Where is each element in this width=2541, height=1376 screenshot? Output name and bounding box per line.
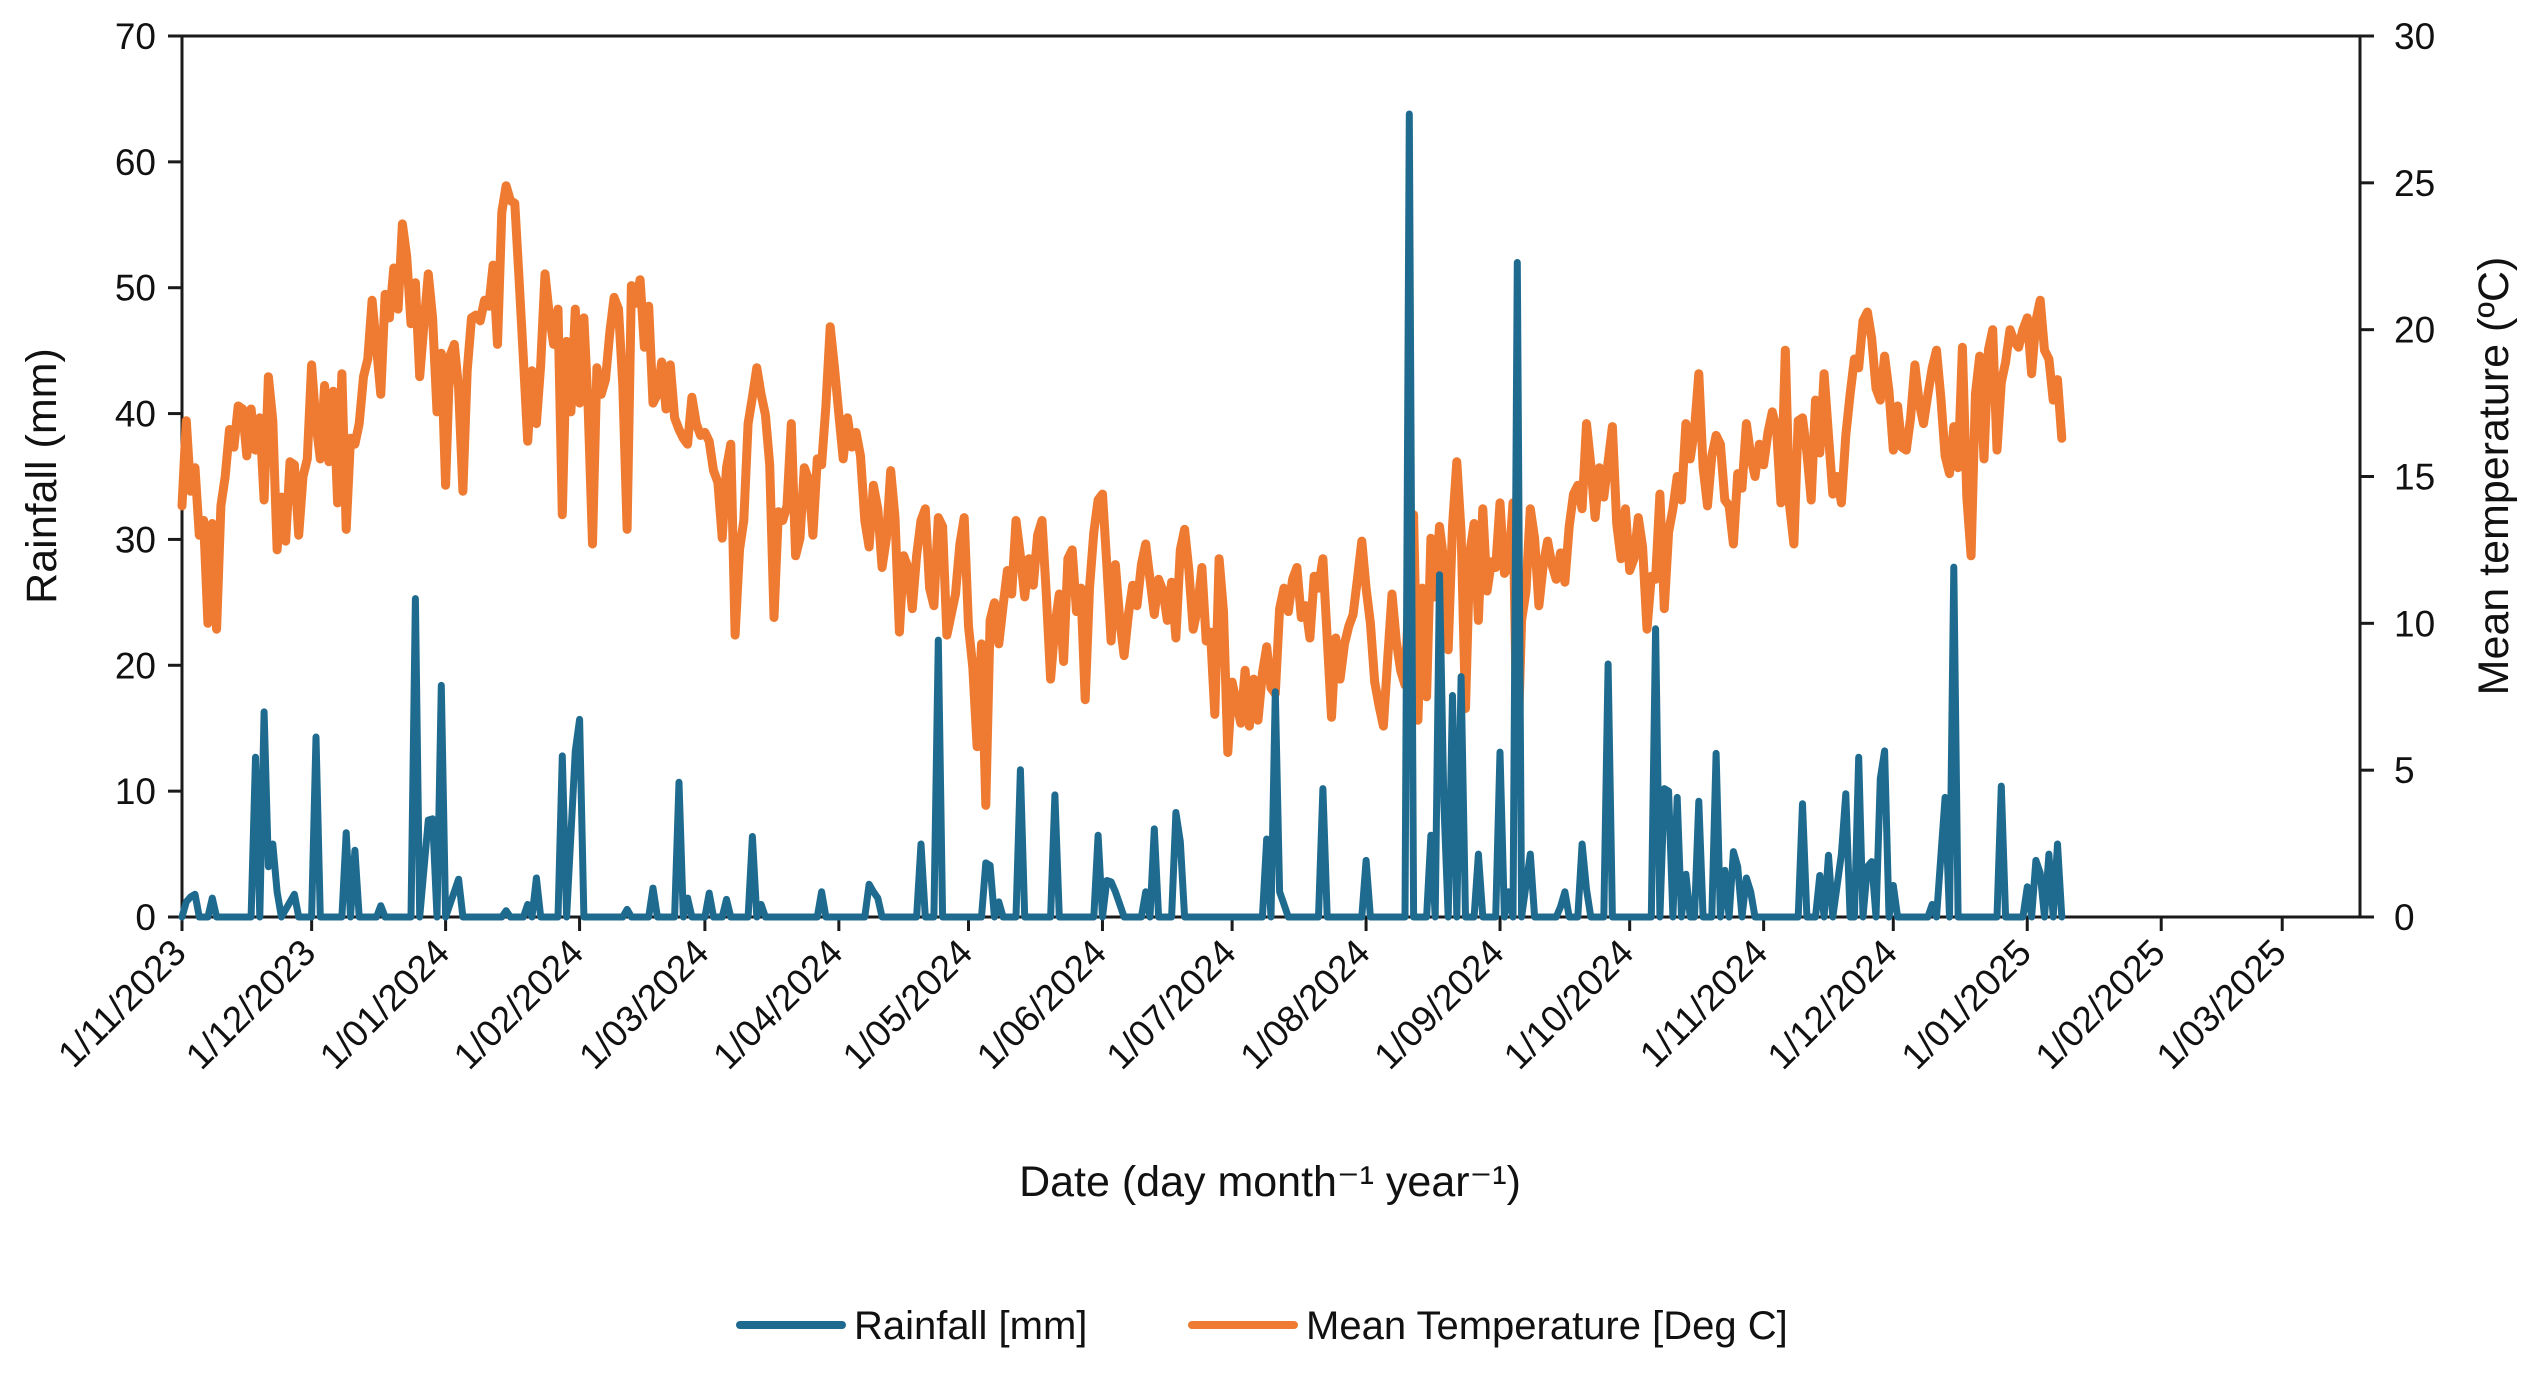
x-tick-label: 1/12/2023 — [178, 932, 323, 1077]
x-tick-label: 1/07/2024 — [1098, 932, 1243, 1077]
y2-tick-label: 15 — [2394, 457, 2435, 498]
y2-axis-title: Mean temperature (ºC) — [2470, 257, 2518, 696]
x-tick-label: 1/06/2024 — [969, 932, 1114, 1077]
series-line-mean-temperature — [177, 181, 2067, 810]
series-line-rainfall — [178, 110, 2066, 921]
x-tick-label: 1/05/2024 — [835, 932, 980, 1077]
y-tick-label: 40 — [115, 394, 156, 435]
y2-tick-label: 10 — [2394, 603, 2435, 644]
x-tick-group: 1/11/20231/12/20231/01/20241/02/20241/03… — [50, 917, 2294, 1077]
x-tick-label: 1/01/2025 — [1894, 932, 2039, 1077]
x-tick-label: 1/03/2024 — [571, 932, 716, 1077]
y-tick-label: 20 — [115, 645, 156, 686]
x-tick-label: 1/09/2024 — [1366, 932, 1511, 1077]
y2-tick-label: 25 — [2394, 163, 2435, 204]
x-tick-label: 1/11/2023 — [50, 932, 193, 1075]
y-tick-label: 50 — [115, 268, 156, 309]
x-tick-label: 1/08/2024 — [1232, 932, 1377, 1077]
y2-tick-label: 30 — [2394, 16, 2435, 57]
x-tick-label: 1/01/2024 — [312, 932, 457, 1077]
legend-label-mean-temperature: Mean Temperature [Deg C] — [1306, 1304, 1788, 1348]
y-tick-label: 30 — [115, 519, 156, 560]
y2-tick-label: 5 — [2394, 750, 2415, 791]
x-tick-label: 1/02/2025 — [2027, 932, 2172, 1077]
legend-label-rainfall: Rainfall [mm] — [854, 1304, 1087, 1348]
x-tick-label: 1/03/2025 — [2148, 932, 2293, 1077]
y-tick-label: 0 — [135, 897, 156, 938]
x-tick-label: 1/02/2024 — [446, 932, 591, 1077]
y2-tick-label: 20 — [2394, 310, 2435, 351]
x-tick-label: 1/11/2024 — [1632, 932, 1775, 1075]
y-axis-title: Rainfall (mm) — [18, 348, 66, 604]
x-tick-label: 1/04/2024 — [705, 932, 850, 1077]
right-y-tick-group: 0 5 10 15 20 25 30 — [2360, 16, 2435, 938]
left-y-tick-group: 0 10 20 30 40 50 60 70 — [115, 16, 182, 938]
y-tick-label: 70 — [115, 16, 156, 57]
y-tick-label: 60 — [115, 142, 156, 183]
y2-tick-label: 0 — [2394, 897, 2415, 938]
x-tick-label: 1/10/2024 — [1496, 932, 1641, 1077]
legend: Rainfall [mm] Mean Temperature [Deg C] — [736, 1304, 1788, 1348]
x-axis-title: Date (day month⁻¹ year⁻¹) — [1019, 1158, 1521, 1206]
x-tick-label: 1/12/2024 — [1760, 932, 1905, 1077]
series-layer — [177, 110, 2067, 921]
y-tick-label: 10 — [115, 771, 156, 812]
